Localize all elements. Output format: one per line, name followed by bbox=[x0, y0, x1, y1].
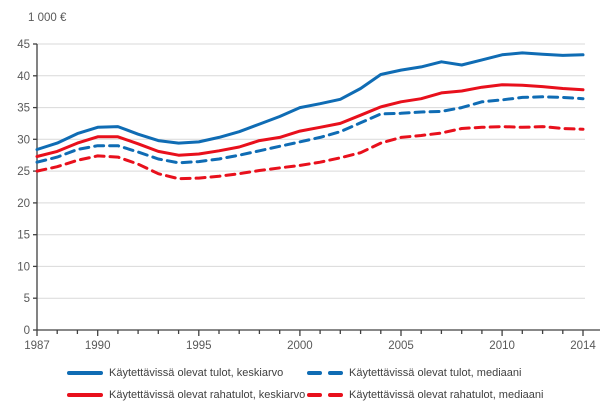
legend-row-2: Käytettävissä olevat rahatulot, keskiarv… bbox=[67, 384, 597, 406]
y-tick-label: 20 bbox=[17, 198, 30, 210]
y-tick-label: 15 bbox=[17, 230, 30, 242]
y-tick-label: 25 bbox=[17, 166, 30, 178]
series-line-0 bbox=[35, 51, 585, 151]
x-tick-label: 2000 bbox=[287, 340, 313, 352]
x-tick-label: 1990 bbox=[85, 340, 111, 352]
series-line-2 bbox=[35, 83, 585, 158]
legend-label: Käytettävissä olevat tulot, keskiarvo bbox=[109, 367, 284, 379]
legend-item-tulot-mediaani: Käytettävissä olevat tulot, mediaani bbox=[307, 367, 521, 379]
x-axis-ticks: 1987 1990 1995 2000 2005 2010 2014 bbox=[24, 330, 596, 352]
y-tick-label: 30 bbox=[17, 134, 30, 146]
legend-item-rahatulot-mediaani: Käytettävissä olevat rahatulot, mediaani bbox=[307, 389, 543, 401]
y-tick-label: 5 bbox=[24, 293, 30, 305]
legend-swatch-blue-solid-icon bbox=[67, 371, 103, 375]
series-line-1 bbox=[35, 95, 585, 165]
y-tick-label: 10 bbox=[17, 261, 30, 273]
legend-label: Käytettävissä olevat tulot, mediaani bbox=[349, 367, 522, 379]
y-tick-label: 45 bbox=[17, 39, 30, 51]
x-tick-label: 2005 bbox=[388, 340, 414, 352]
line-chart: 0 5 10 15 20 25 30 35 40 45 1987 1990 1995 2000 2005 20… bbox=[17, 39, 600, 352]
legend-swatch-red-dashed-icon bbox=[307, 393, 343, 397]
legend: Käytettävissä olevat tulot, keskiarvo Kä… bbox=[67, 362, 597, 406]
legend-swatch-blue-dashed-icon bbox=[307, 371, 343, 375]
gridlines bbox=[37, 43, 585, 299]
legend-swatch-red-solid-icon bbox=[67, 393, 103, 397]
axes bbox=[36, 44, 600, 331]
y-axis-unit-label: 1 000 € bbox=[28, 12, 67, 24]
legend-label: Käytettävissä olevat rahatulot, keskiarv… bbox=[109, 389, 306, 401]
y-tick-label: 35 bbox=[17, 103, 30, 115]
legend-label: Käytettävissä olevat rahatulot, mediaani bbox=[349, 389, 544, 401]
x-tick-label: 1987 bbox=[24, 340, 50, 352]
y-axis-ticks: 0 5 10 15 20 25 30 35 40 45 bbox=[17, 39, 37, 337]
x-tick-label: 2014 bbox=[570, 340, 596, 352]
legend-row-1: Käytettävissä olevat tulot, keskiarvo Kä… bbox=[67, 362, 597, 384]
legend-item-tulot-keskiarvo: Käytettävissä olevat tulot, keskiarvo bbox=[67, 367, 307, 379]
y-tick-label: 40 bbox=[17, 71, 30, 83]
x-tick-label: 1995 bbox=[186, 340, 212, 352]
legend-item-rahatulot-keskiarvo: Käytettävissä olevat rahatulot, keskiarv… bbox=[67, 389, 307, 401]
y-tick-label: 0 bbox=[24, 325, 30, 337]
x-tick-label: 2010 bbox=[489, 340, 515, 352]
series-line-3 bbox=[35, 125, 585, 181]
